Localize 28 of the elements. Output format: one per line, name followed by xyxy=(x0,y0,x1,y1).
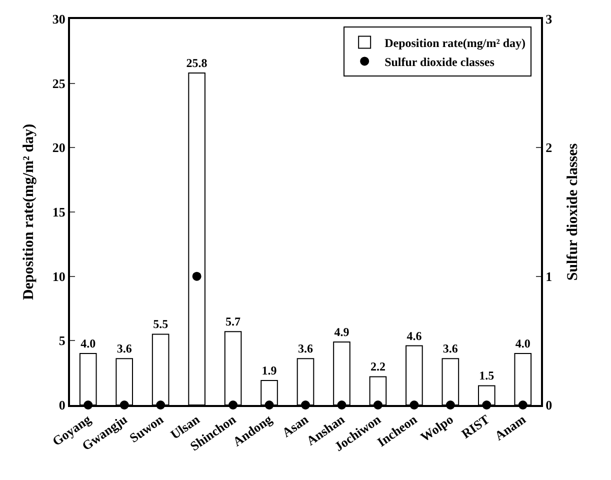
data-label: 4.9 xyxy=(334,324,350,339)
y-tick-label: 25 xyxy=(52,76,66,91)
y2-tick-label: 3 xyxy=(546,12,553,27)
data-label: 5.5 xyxy=(153,317,168,332)
y2-axis-title: Sulfur dioxide classes xyxy=(565,143,582,281)
data-label: 3.6 xyxy=(298,342,313,356)
legend-label: Deposition rate(mg/m² day) xyxy=(384,36,526,50)
y2-tick-label: 0 xyxy=(546,398,552,413)
y-tick-label: 30 xyxy=(52,12,66,27)
data-label: 3.6 xyxy=(442,342,458,356)
y2-tick-label: 1 xyxy=(546,268,552,284)
y-tick-label: 20 xyxy=(52,140,66,156)
data-label: 5.7 xyxy=(226,314,241,329)
data-label: 4.0 xyxy=(515,336,530,351)
data-label: 1.9 xyxy=(262,364,277,378)
data-label: 4.6 xyxy=(406,328,422,343)
y-axis-title: Deposition rate(mg/m² day) xyxy=(21,124,38,300)
legend-label: Sulfur dioxide classes xyxy=(384,54,495,69)
y-tick-label: 0 xyxy=(58,398,66,413)
data-label: 1.5 xyxy=(479,368,494,383)
data-label: 2.2 xyxy=(370,360,386,374)
y-tick-label: 5 xyxy=(58,333,66,348)
y2-tick-label: 2 xyxy=(546,140,552,156)
y-tick-label: 10 xyxy=(52,268,66,284)
y-tick-label: 15 xyxy=(52,204,66,220)
data-label: 3.6 xyxy=(116,342,132,356)
data-label: 25.8 xyxy=(186,56,208,70)
data-label: 4.0 xyxy=(80,336,96,351)
